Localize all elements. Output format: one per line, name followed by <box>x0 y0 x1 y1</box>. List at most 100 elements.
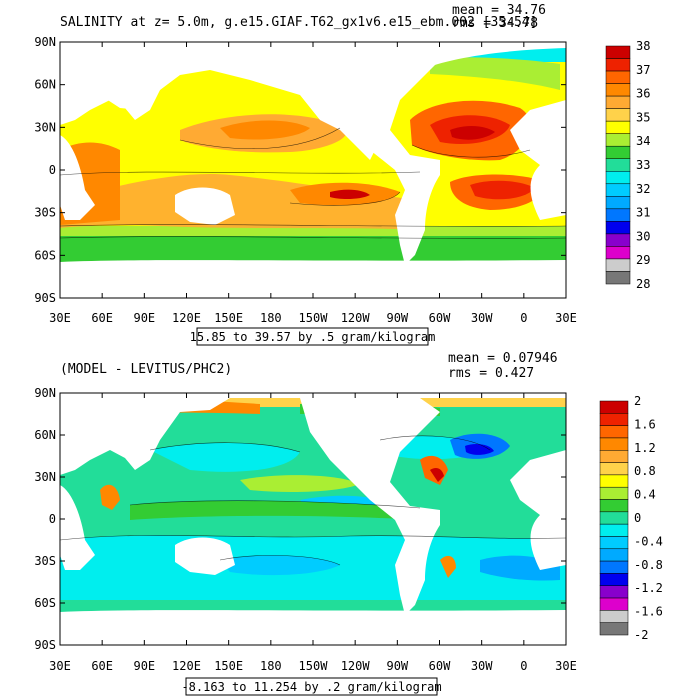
colorbar-swatch <box>605 145 631 159</box>
lat-tick-label: 90N <box>34 386 56 400</box>
lat-tick-label: 90N <box>34 35 56 49</box>
difference-lon-axis: 30E 60E 90E 120E 150E 180 150W 120W 90W 60W 30W 0 30… <box>49 393 577 673</box>
colorbar-swatch <box>599 585 629 599</box>
lon-tick-label: 60W <box>429 659 451 673</box>
colorbar-label: 38 <box>636 39 650 53</box>
colorbar-label: 34 <box>636 134 650 148</box>
colorbar-swatch <box>605 120 631 134</box>
lat-tick-label: 60S <box>34 596 56 610</box>
lon-tick-label: 120E <box>172 659 201 673</box>
colorbar-label: 36 <box>636 87 650 101</box>
colorbar-swatch <box>599 425 629 439</box>
colorbar-swatch <box>599 474 629 488</box>
colorbar-swatch <box>605 158 631 172</box>
difference-range-label: -8.163 to 11.254 by .2 gram/kilogram <box>181 680 441 694</box>
lat-tick-label: 30N <box>34 120 56 134</box>
colorbar-swatch <box>605 70 631 84</box>
colorbar-label: -0.8 <box>634 558 663 572</box>
lat-tick-label: 0 <box>49 512 56 526</box>
lon-tick-label: 90W <box>386 659 408 673</box>
colorbar-swatch <box>605 83 631 97</box>
colorbar-swatch <box>605 233 631 247</box>
colorbar-swatch <box>599 400 629 414</box>
colorbar-swatch <box>605 183 631 197</box>
colorbar-swatch <box>599 499 629 513</box>
colorbar-label: 0.8 <box>634 464 656 478</box>
difference-range-box <box>185 677 438 696</box>
colorbar-label: 28 <box>636 277 650 291</box>
salinity-range-label: 15.85 to 39.57 by .5 gram/kilogram <box>190 330 436 344</box>
difference-lat-axis: 90N 60N 30N 0 30S 60S 90S <box>34 386 566 652</box>
colorbar-label: 37 <box>636 63 650 77</box>
lon-tick-label: 90W <box>386 311 408 325</box>
colorbar-swatch <box>599 622 629 636</box>
difference-mean-label: mean = 0.07946 <box>448 351 558 366</box>
colorbar-swatch <box>605 258 631 272</box>
lon-tick-label: 30W <box>471 659 493 673</box>
colorbar-label: 31 <box>636 206 650 220</box>
salinity-colorbar: 38 37 36 35 34 33 32 31 30 29 28 <box>605 39 650 291</box>
colorbar-label: 29 <box>636 253 650 267</box>
lat-tick-label: 60N <box>34 78 56 92</box>
colorbar-label: 0 <box>634 511 641 525</box>
lon-tick-label: 150W <box>299 311 329 325</box>
colorbar-label: 30 <box>636 229 650 243</box>
colorbar-label: 2 <box>634 394 641 408</box>
salinity-map-panel: SALINITY at z= 5.0m, g.e15.GIAF.T62_gx1v… <box>34 3 650 346</box>
colorbar-swatch <box>605 45 631 59</box>
lat-tick-label: 30S <box>34 554 56 568</box>
lon-tick-label: 150W <box>299 659 329 673</box>
lon-tick-label: 60E <box>91 311 113 325</box>
colorbar-swatch <box>599 523 629 537</box>
colorbar-swatch <box>605 171 631 185</box>
salinity-map-field <box>60 42 566 298</box>
salinity-panel-title: SALINITY at z= 5.0m, g.e15.GIAF.T62_gx1v… <box>60 15 537 30</box>
lat-tick-label: 90S <box>34 291 56 305</box>
lon-tick-label: 30E <box>555 659 577 673</box>
lon-tick-label: 60W <box>429 311 451 325</box>
lon-tick-label: 0 <box>520 311 527 325</box>
colorbar-swatch <box>599 511 629 525</box>
lon-tick-label: 150E <box>214 311 243 325</box>
lon-tick-label: 90E <box>133 311 155 325</box>
colorbar-label: 1.6 <box>634 417 656 431</box>
colorbar-swatch <box>599 450 629 463</box>
salinity-lat-axis: 90N 60N 30N 0 30S 60S 90S <box>34 35 566 305</box>
colorbar-label: -1.6 <box>634 605 663 619</box>
colorbar-swatch <box>605 221 631 235</box>
lon-tick-label: 120E <box>172 311 201 325</box>
colorbar-swatch <box>605 246 631 260</box>
salinity-lon-axis: 30E 60E 90E 120E 150E 180 150W 120W 90W 60W 30W 0 30… <box>49 42 577 325</box>
colorbar-swatch <box>605 208 631 222</box>
lon-tick-label: 120W <box>341 659 371 673</box>
salinity-range-box <box>196 327 429 346</box>
colorbar-label: 0.4 <box>634 488 656 502</box>
colorbar-swatch <box>605 95 631 109</box>
lon-tick-label: 60E <box>91 659 113 673</box>
lat-tick-label: 60N <box>34 428 56 442</box>
lon-tick-label: 30E <box>49 311 71 325</box>
difference-map-panel: (MODEL - LEVITUS/PHC2) mean = 0.07946 rm… <box>34 351 663 696</box>
colorbar-swatch <box>599 548 629 562</box>
difference-map-field <box>60 393 566 645</box>
lon-tick-label: 120W <box>341 311 371 325</box>
salinity-mean-label: mean = 34.76 <box>452 3 546 18</box>
colorbar-label: 35 <box>636 110 650 124</box>
difference-colorbar: 2 1.6 1.2 0.8 0.4 0 -0.4 -0.8 -1.2 -1.6 -2 <box>599 394 663 642</box>
lat-tick-label: 30S <box>34 206 56 220</box>
colorbar-swatch <box>605 133 631 147</box>
salinity-rms-label: rms = 34.78 <box>452 16 538 31</box>
colorbar-label: -2 <box>634 628 648 642</box>
colorbar-label: 33 <box>636 158 650 172</box>
colorbar-swatch <box>599 573 629 586</box>
lon-tick-label: 30E <box>49 659 71 673</box>
lat-tick-label: 0 <box>49 163 56 177</box>
lon-tick-label: 90E <box>133 659 155 673</box>
colorbar-swatch <box>599 437 629 451</box>
lat-tick-label: 60S <box>34 248 56 262</box>
colorbar-swatch <box>599 413 629 426</box>
colorbar-swatch <box>605 271 631 285</box>
colorbar-swatch <box>599 486 629 500</box>
colorbar-label: -1.2 <box>634 581 663 595</box>
colorbar-swatch <box>599 536 629 550</box>
